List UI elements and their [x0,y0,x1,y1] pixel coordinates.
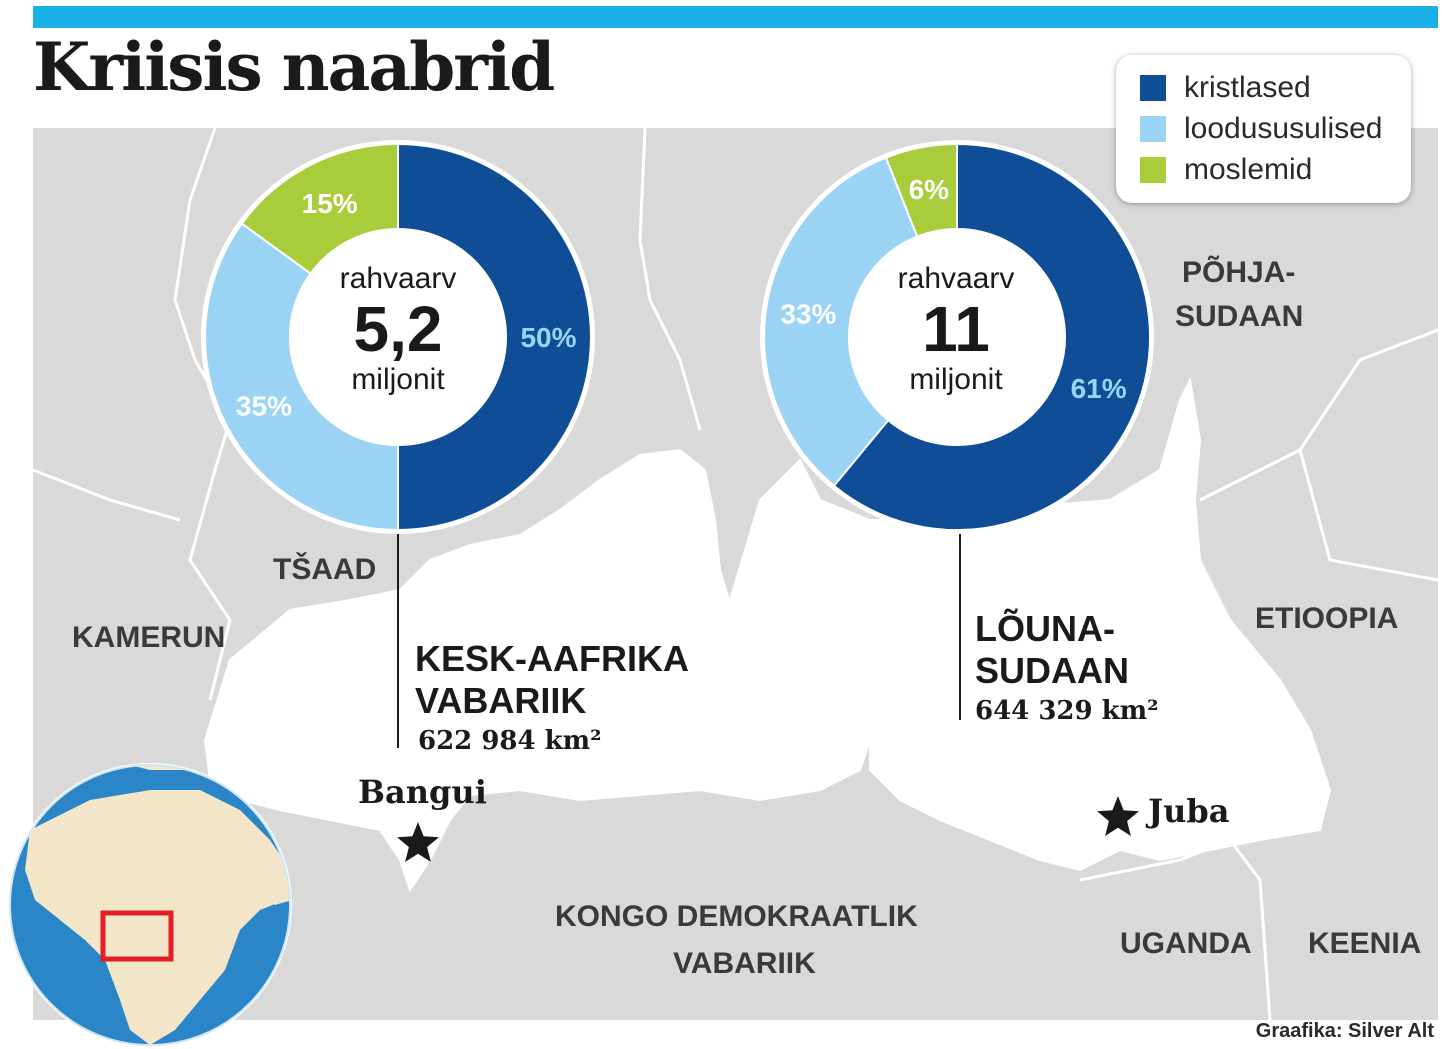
donut-label-1: 33% [780,298,836,329]
car-center-value: 5,2 [353,293,443,365]
label-kenya: KEENIA [1308,927,1422,960]
page-title: Kriisis naabrid [33,28,555,106]
label-car-area: 622 984 km² [418,726,602,756]
donut-label-2: 15% [302,188,358,219]
bangui-star [397,822,439,862]
label-ethiopia: ETIOOPIA [1255,602,1399,635]
ss-center-bottom: miljonit [909,363,1003,397]
legend-swatch-muslims [1140,157,1166,183]
label-north-sudan-1: PÕHJA- [1182,256,1296,289]
ss-center-text: rahvaarv 11 miljonit [876,262,1036,397]
donut-slice-1 [204,222,399,532]
label-ss-2: SUDAAN [975,650,1130,691]
legend-label-muslims: moslemid [1184,153,1313,186]
legend-swatch-animists [1140,116,1166,142]
legend: kristlased loodususulised moslemid [1116,55,1411,203]
legend-label-animists: loodususulised [1184,112,1383,145]
header-bar [33,6,1438,28]
label-car-2: VABARIIK [415,680,587,721]
globe-arabia [250,850,290,905]
car-center-text: rahvaarv 5,2 miljonit [318,262,478,397]
label-car-1: KESK-AAFRIKA [415,638,689,679]
label-juba: Juba [1148,792,1230,830]
donut-label-1: 35% [236,390,292,421]
legend-item-muslims: moslemid [1140,153,1312,187]
label-ss-1: LÕUNA- [975,608,1115,649]
credit: Graafika: Silver Alt [1255,1020,1434,1042]
car-center-top: rahvaarv [339,262,457,295]
car-center-bottom: miljonit [351,363,445,397]
label-uganda: UGANDA [1120,927,1252,960]
label-drc-2: VABARIIK [673,947,816,980]
donut-chart-car: 50% 35% 15% [201,140,595,534]
label-north-sudan-2: SUDAAN [1175,300,1304,333]
juba-star [1097,796,1139,836]
donut-label-0: 50% [520,322,576,353]
donut-label-2: 6% [909,174,950,205]
donut-chart-south-sudan: 61% 33% 6% [760,140,1154,534]
donut-slice-2 [240,142,399,275]
locator-box [100,910,174,962]
donut-slice-0 [397,142,592,532]
donut-slice-1 [763,156,919,488]
ss-center-top: rahvaarv [897,262,1015,295]
label-cameroon: KAMERUN [72,621,226,654]
donut-slice-2 [884,142,958,238]
globe-africa [25,790,290,1045]
locator-globe [8,763,292,1047]
country-borders [33,128,1438,1020]
label-chad: TŠAAD [273,553,377,586]
donut-slice-0 [832,142,1151,531]
legend-swatch-christians [1140,75,1166,101]
donut-label-0: 61% [1071,373,1127,404]
ss-center-value: 11 [922,293,990,365]
label-bangui: Bangui [358,773,487,811]
legend-label-christians: kristlased [1184,71,1311,104]
legend-item-animists: loodususulised [1140,112,1382,146]
legend-item-christians: kristlased [1140,71,1311,105]
label-ss-area: 644 329 km² [975,696,1159,726]
label-drc-1: KONGO DEMOKRAATLIK [555,900,918,933]
